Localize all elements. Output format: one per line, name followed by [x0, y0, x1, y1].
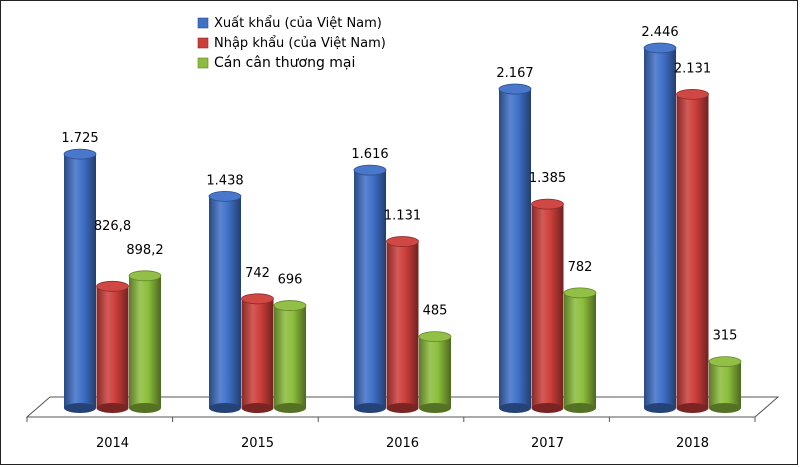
bar-bottom: [564, 403, 596, 413]
x-tick-label: 2016: [386, 436, 419, 451]
bar-body: [354, 170, 386, 408]
legend-entry: Cán cân thương mại: [214, 55, 355, 71]
bar-top: [643, 42, 677, 54]
bar-bottom: [129, 403, 161, 413]
bar-top: [676, 88, 709, 100]
bar-bottom: [499, 403, 531, 413]
bar-bottom: [209, 403, 241, 413]
bar-top: [563, 287, 597, 299]
bar-bottom: [386, 403, 419, 413]
bar-body: [64, 154, 96, 408]
x-tick-label: 2014: [96, 436, 129, 451]
bar-bottom: [676, 403, 709, 413]
bar-top: [208, 190, 242, 202]
bar-body: [96, 286, 129, 408]
legend-entry: Xuất khẩu (của Việt Nam): [214, 16, 382, 31]
bar-body: [419, 336, 451, 408]
bar-bottom: [354, 403, 386, 413]
bar-top: [63, 148, 97, 160]
value-label: 1.385: [529, 171, 566, 186]
x-axis-labels: 2014 2015 2016 2017 2018: [96, 436, 709, 451]
bar-body: [564, 292, 596, 408]
bar-top: [418, 331, 452, 343]
value-label: 2.131: [674, 61, 711, 76]
x-axis-ticks: [26, 417, 756, 422]
legend-swatch: [197, 17, 209, 29]
bar-body: [531, 204, 564, 408]
value-label: 1.131: [384, 209, 421, 224]
bar-bottom: [274, 403, 306, 413]
bar-body: [709, 361, 741, 408]
value-label: 696: [278, 273, 303, 288]
value-label: 2.446: [641, 25, 678, 40]
legend-entry: Nhập khẩu (của Việt Nam): [214, 36, 386, 51]
bar-body: [274, 305, 306, 408]
value-label: 315: [713, 329, 738, 344]
bar-bottom: [96, 403, 129, 413]
legend-swatch: [197, 57, 209, 69]
bar-body: [499, 89, 531, 408]
bar-top: [498, 83, 532, 95]
bar-top: [273, 300, 307, 311]
legend-swatch: [197, 37, 209, 49]
value-label: 782: [568, 260, 593, 275]
value-label: 1.438: [206, 173, 243, 188]
bar-body: [129, 275, 161, 408]
bar-bottom: [419, 403, 451, 413]
x-tick-label: 2017: [531, 436, 564, 451]
bar-top: [708, 356, 742, 368]
value-label: 1.616: [351, 147, 388, 162]
value-labels: 1.725 826,8 898,2 1.438 742 696 1.616 1.131 485 2…: [61, 25, 737, 344]
bar-bottom: [64, 403, 96, 413]
bar-body: [676, 94, 709, 409]
bar-top: [128, 270, 162, 282]
x-tick-label: 2018: [676, 436, 709, 451]
bar-bottom: [709, 403, 741, 413]
bar-top: [353, 164, 387, 176]
value-label: 1.725: [61, 131, 98, 146]
bar-body: [241, 298, 274, 408]
bar-body: [644, 48, 676, 408]
bar-bottom: [531, 403, 564, 413]
bar-top: [241, 293, 274, 305]
bar-top: [531, 198, 564, 210]
bar-top: [96, 280, 129, 292]
value-label: 826,8: [94, 219, 131, 234]
x-tick-label: 2015: [241, 436, 274, 451]
value-label: 742: [245, 266, 270, 281]
bar-top: [386, 236, 419, 247]
value-label: 485: [423, 304, 448, 319]
bars: [63, 42, 742, 413]
legend: Xuất khẩu (của Việt Nam) Nhập khẩu (của V…: [197, 16, 386, 71]
value-label: 2.167: [496, 66, 533, 81]
value-label: 898,2: [126, 243, 163, 258]
bar-bottom: [241, 403, 274, 413]
bar-bottom: [644, 403, 676, 413]
bar-body: [209, 196, 241, 408]
bar-body: [386, 241, 419, 408]
